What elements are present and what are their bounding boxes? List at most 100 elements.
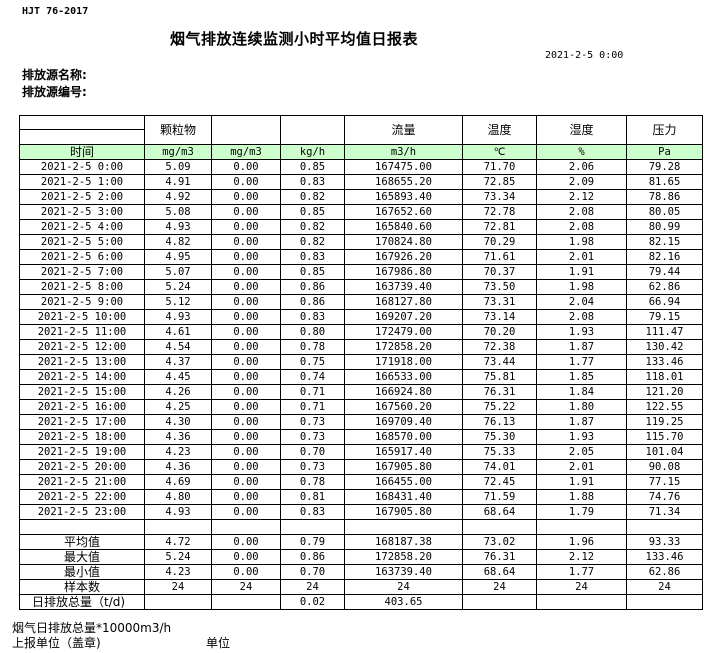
table-row: 2021-2-5 15:00 4.26 0.00 0.71 166924.80 76.31… [19,384,703,400]
value-cell: % [536,144,627,160]
value-cell: 4.95 [144,249,212,265]
row-label-cell: 2021-2-5 6:00 [19,249,145,265]
value-cell: 0.70 [280,444,345,460]
value-cell: 0.00 [211,429,281,445]
value-cell: 101.04 [626,444,703,460]
value-cell: 172479.00 [344,324,463,340]
value-cell: 24 [626,579,703,595]
table-row: 2021-2-5 8:00 5.24 0.00 0.86 163739.40 73.50 1… [19,279,703,295]
value-cell: 2.08 [536,219,627,235]
value-cell: 1.96 [536,534,627,550]
value-cell: 0.83 [280,504,345,520]
row-label-cell: 2021-2-5 13:00 [19,354,145,370]
value-cell: 0.82 [280,189,345,205]
value-cell: 5.24 [144,279,212,295]
value-cell: 0.00 [211,219,281,235]
unit-label: 单位 [206,636,231,650]
value-cell: 2.08 [536,204,627,220]
row-label-cell: 2021-2-5 7:00 [19,264,145,280]
value-cell: 163739.40 [344,279,463,295]
table-row: 2021-2-5 5:00 4.82 0.00 0.82 170824.80 70.29 1… [19,234,703,250]
value-cell: 0.83 [280,249,345,265]
value-cell: 169709.40 [344,414,463,430]
report-date: 2021-2-5 0:00 [545,50,624,61]
row-label-cell: 2021-2-5 10:00 [19,309,145,325]
value-cell: 168570.00 [344,429,463,445]
row-label-cell: 平均值 [19,534,145,550]
value-cell [536,594,627,610]
value-cell: 4.37 [144,354,212,370]
row-label-cell: 时间 [19,144,145,160]
value-cell: 170824.80 [344,234,463,250]
value-cell: 121.20 [626,384,703,400]
value-cell: 0.00 [211,459,281,475]
value-cell: 1.77 [536,354,627,370]
value-cell: 2.04 [536,294,627,310]
value-cell: 73.34 [462,189,537,205]
value-cell: 0.86 [280,549,345,565]
flue-gas-total-note: 烟气日排放总量*10000m3/h [12,621,172,635]
value-cell: 温度 [462,115,537,145]
value-cell [211,519,281,535]
row-label-cell [19,115,145,145]
row-label-cell: 2021-2-5 0:00 [19,159,145,175]
value-cell: 4.69 [144,474,212,490]
row-label-cell: 日排放总量（t/d) [19,594,145,610]
row-label-cell: 2021-2-5 17:00 [19,414,145,430]
value-cell: mg/m3 [144,144,212,160]
value-cell: 167926.20 [344,249,463,265]
value-cell: 165840.60 [344,219,463,235]
value-cell: 4.54 [144,339,212,355]
value-cell: 75.22 [462,399,537,415]
value-cell: 70.20 [462,324,537,340]
source-name-label: 排放源名称: [22,68,87,82]
value-cell: 0.85 [280,159,345,175]
value-cell: 0.00 [211,534,281,550]
value-cell [144,594,212,610]
table-row: 2021-2-5 16:00 4.25 0.00 0.71 167560.20 75.22… [19,399,703,415]
value-cell: 82.16 [626,249,703,265]
value-cell: 5.08 [144,204,212,220]
value-cell: 66.94 [626,294,703,310]
row-label-cell: 2021-2-5 21:00 [19,474,145,490]
value-cell: 0.82 [280,219,345,235]
value-cell: 168187.38 [344,534,463,550]
value-cell: 0.73 [280,429,345,445]
value-cell [536,519,627,535]
value-cell: 5.07 [144,264,212,280]
value-cell: 0.78 [280,339,345,355]
value-cell: 4.92 [144,189,212,205]
value-cell: 167475.00 [344,159,463,175]
value-cell: 流量 [344,115,463,145]
value-cell: 172858.20 [344,339,463,355]
value-cell: 169207.20 [344,309,463,325]
row-label-cell: 最小值 [19,564,145,580]
value-cell: 73.50 [462,279,537,295]
value-cell: 0.83 [280,174,345,190]
value-cell: 72.85 [462,174,537,190]
value-cell: 5.12 [144,294,212,310]
value-cell: 4.82 [144,234,212,250]
row-label-cell: 2021-2-5 8:00 [19,279,145,295]
table-row: 2021-2-5 19:00 4.23 0.00 0.70 165917.40 75.33… [19,444,703,460]
value-cell: 4.36 [144,459,212,475]
value-cell: 68.64 [462,564,537,580]
value-cell: 73.02 [462,534,537,550]
value-cell: 0.00 [211,309,281,325]
value-cell: 115.70 [626,429,703,445]
row-label-cell: 2021-2-5 14:00 [19,369,145,385]
value-cell: 167560.20 [344,399,463,415]
table-row: 2021-2-5 3:00 5.08 0.00 0.85 167652.60 72.78 2… [19,204,703,220]
row-label-cell: 2021-2-5 11:00 [19,324,145,340]
value-cell: 0.86 [280,294,345,310]
value-cell: 1.91 [536,264,627,280]
value-cell: Pa [626,144,703,160]
value-cell: 4.36 [144,429,212,445]
value-cell: 24 [144,579,212,595]
row-label-cell: 2021-2-5 4:00 [19,219,145,235]
value-cell: 163739.40 [344,564,463,580]
value-cell: 2.12 [536,549,627,565]
reporting-unit-label: 上报单位（盖章) [12,636,101,650]
table-row: 2021-2-5 18:00 4.36 0.00 0.73 168570.00 75.30… [19,429,703,445]
value-cell: 5.24 [144,549,212,565]
